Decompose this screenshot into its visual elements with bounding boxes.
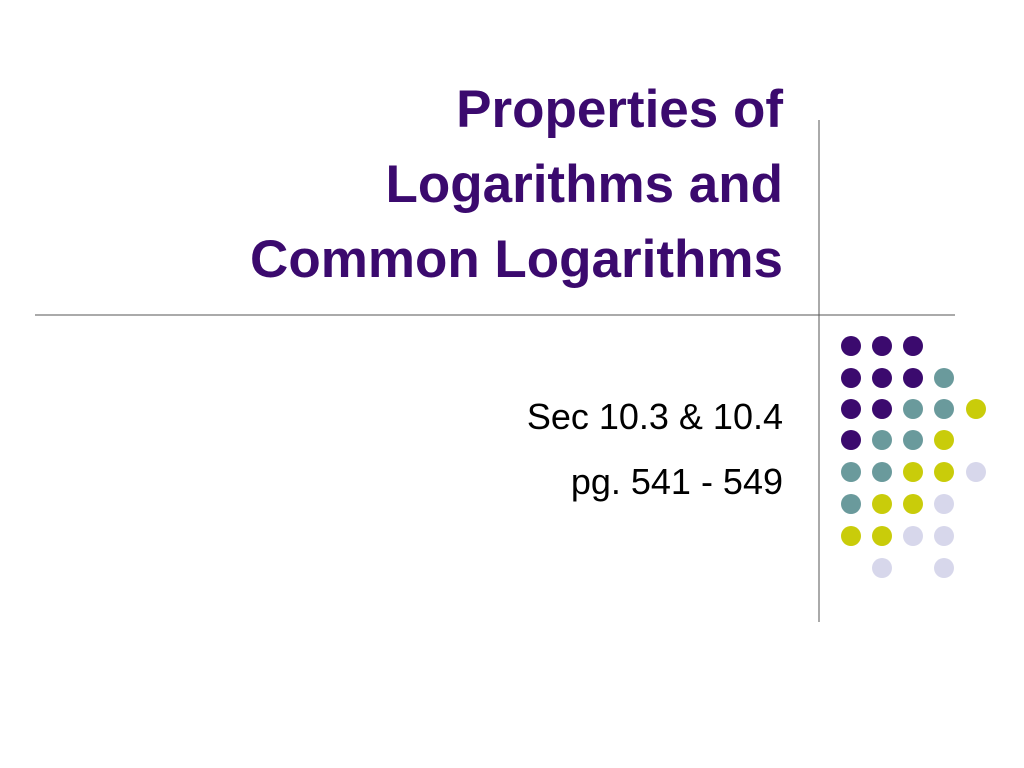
slide-title: Properties of Logarithms and Common Loga… [250, 72, 783, 297]
dot [903, 494, 923, 514]
dot [841, 336, 861, 356]
dot [966, 399, 986, 419]
dot [903, 526, 923, 546]
dot [934, 430, 954, 450]
dot [872, 526, 892, 546]
dot [934, 368, 954, 388]
dot-grid [841, 336, 986, 578]
dot [872, 462, 892, 482]
dot [872, 494, 892, 514]
subtitle-line: Sec 10.3 & 10.4 [526, 396, 783, 437]
dot [872, 399, 892, 419]
dot [934, 526, 954, 546]
dot [934, 399, 954, 419]
dot [841, 494, 861, 514]
dot [841, 399, 861, 419]
dot [934, 558, 954, 578]
dot [903, 368, 923, 388]
dot [903, 399, 923, 419]
dot [903, 462, 923, 482]
subtitle-line: pg. 541 - 549 [570, 461, 783, 502]
dot [934, 494, 954, 514]
dot [841, 526, 861, 546]
dot [841, 368, 861, 388]
dot [966, 462, 986, 482]
dot [903, 336, 923, 356]
title-line: Properties of [456, 80, 783, 139]
dot [841, 462, 861, 482]
dot [872, 430, 892, 450]
dot [872, 558, 892, 578]
dot [903, 430, 923, 450]
subtitle: Sec 10.3 & 10.4 pg. 541 - 549 [526, 352, 783, 502]
dot [841, 430, 861, 450]
title-line: Logarithms and [385, 155, 783, 214]
dot [872, 368, 892, 388]
title-line: Common Logarithms [250, 230, 783, 289]
dot [872, 336, 892, 356]
dot [934, 462, 954, 482]
